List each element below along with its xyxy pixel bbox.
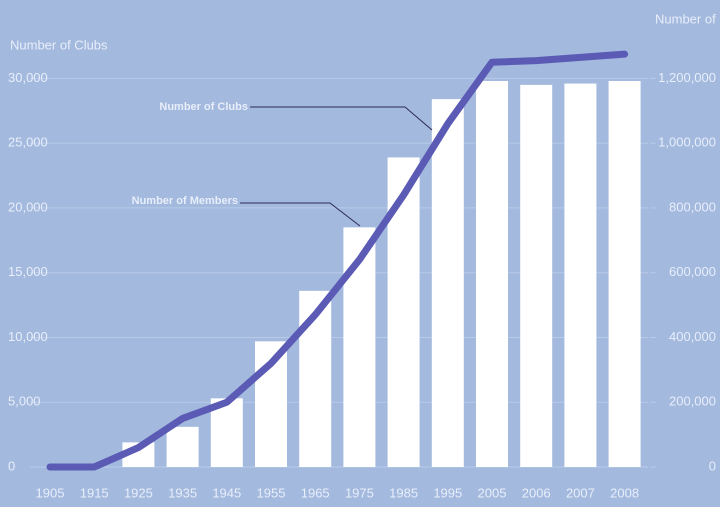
bars bbox=[122, 80, 641, 467]
x-tick-label: 1975 bbox=[345, 485, 374, 500]
grid bbox=[30, 77, 656, 468]
y2-tick-label: 200,000 bbox=[669, 394, 716, 409]
y2-tick-label: 600,000 bbox=[669, 264, 716, 279]
line-layer bbox=[46, 50, 629, 471]
bar bbox=[387, 157, 420, 467]
leader-line bbox=[250, 106, 433, 131]
y2-tick-label: 800,000 bbox=[669, 199, 716, 214]
x-tick-label: 1915 bbox=[80, 485, 109, 500]
y-tick-label: 25,000 bbox=[8, 135, 48, 150]
x-tick-label: 1995 bbox=[433, 485, 462, 500]
y2-tick-label: 1,000,000 bbox=[658, 135, 716, 150]
y-tick-label: 10,000 bbox=[8, 329, 48, 344]
y-tick-label: 15,000 bbox=[8, 264, 48, 279]
x-tick-label: 1925 bbox=[124, 485, 153, 500]
y-tick-label: 30,000 bbox=[8, 70, 48, 85]
bar bbox=[299, 290, 332, 467]
bar bbox=[564, 83, 597, 467]
y-tick-label: 20,000 bbox=[8, 199, 48, 214]
x-tick-label: 1945 bbox=[212, 485, 241, 500]
y2-axis-title: Number of Members bbox=[655, 11, 720, 26]
bar bbox=[520, 84, 553, 467]
y-tick-label: 0 bbox=[8, 458, 15, 473]
x-tick-label: 2007 bbox=[566, 485, 595, 500]
annotation: Number of Clubs bbox=[159, 101, 248, 113]
x-tick-label: 1985 bbox=[389, 485, 418, 500]
x-tick-label: 2008 bbox=[610, 485, 639, 500]
bar bbox=[166, 426, 199, 467]
x-tick-label: 2005 bbox=[478, 485, 507, 500]
bar bbox=[608, 80, 641, 467]
annotation: Number of Members bbox=[132, 195, 238, 207]
bar bbox=[431, 99, 464, 467]
y-tick-label: 5,000 bbox=[8, 394, 41, 409]
leader-line bbox=[240, 202, 361, 227]
y2-tick-label: 400,000 bbox=[669, 329, 716, 344]
bar bbox=[476, 80, 508, 467]
y2-tick-label: 0 bbox=[709, 458, 716, 473]
x-tick-label: 2006 bbox=[522, 485, 551, 500]
x-tick-label: 1935 bbox=[168, 485, 197, 500]
x-tick-label: 1965 bbox=[301, 485, 330, 500]
y-axis-title: Number of Clubs bbox=[10, 37, 108, 52]
x-tick-label: 1905 bbox=[36, 485, 65, 500]
line bbox=[46, 50, 629, 471]
y2-tick-label: 1,200,000 bbox=[658, 70, 716, 85]
x-tick-label: 1955 bbox=[257, 485, 286, 500]
bar bbox=[343, 227, 376, 467]
